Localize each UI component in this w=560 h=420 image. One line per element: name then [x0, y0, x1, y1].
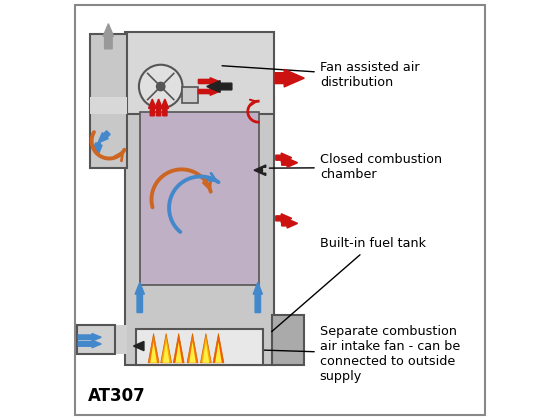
Polygon shape — [213, 333, 224, 363]
Polygon shape — [173, 333, 184, 363]
FancyArrow shape — [133, 341, 144, 351]
FancyArrow shape — [282, 158, 297, 167]
Polygon shape — [161, 333, 171, 363]
FancyArrow shape — [78, 333, 101, 341]
Polygon shape — [187, 333, 198, 363]
Bar — [77, 325, 115, 354]
Bar — [125, 32, 274, 114]
Bar — [181, 87, 198, 103]
Polygon shape — [200, 333, 211, 363]
Text: Separate combustion
air intake fan - can be
connected to outside
supply: Separate combustion air intake fan - can… — [138, 325, 460, 383]
Bar — [90, 34, 127, 168]
Bar — [90, 97, 127, 114]
Polygon shape — [148, 333, 159, 363]
FancyArrow shape — [254, 165, 266, 176]
FancyArrow shape — [275, 69, 304, 87]
Polygon shape — [215, 342, 222, 363]
Bar — [136, 329, 263, 365]
FancyArrow shape — [148, 99, 156, 116]
FancyArrow shape — [161, 99, 169, 116]
Circle shape — [156, 82, 165, 91]
Bar — [273, 315, 304, 365]
Text: AT307: AT307 — [87, 387, 145, 405]
FancyArrow shape — [207, 81, 232, 92]
FancyArrow shape — [282, 219, 297, 228]
Bar — [140, 112, 259, 285]
Text: Closed combustion
chamber: Closed combustion chamber — [269, 153, 442, 181]
FancyArrow shape — [98, 131, 110, 143]
FancyArrow shape — [276, 153, 292, 162]
Text: Built-in fuel tank: Built-in fuel tank — [272, 237, 426, 332]
FancyArrow shape — [198, 88, 220, 95]
FancyArrow shape — [78, 340, 101, 348]
FancyArrow shape — [103, 24, 114, 49]
Text: Fan assisted air
distribution: Fan assisted air distribution — [222, 61, 419, 89]
Polygon shape — [189, 342, 196, 363]
Polygon shape — [163, 342, 170, 363]
Bar — [115, 325, 127, 354]
FancyArrow shape — [198, 78, 220, 85]
FancyArrow shape — [94, 143, 102, 155]
FancyArrow shape — [276, 214, 292, 223]
Polygon shape — [150, 342, 157, 363]
Polygon shape — [203, 342, 209, 363]
Bar — [125, 97, 274, 365]
FancyArrow shape — [155, 99, 162, 116]
FancyArrow shape — [253, 282, 263, 312]
Polygon shape — [175, 342, 182, 363]
FancyArrow shape — [135, 282, 144, 312]
Circle shape — [139, 65, 183, 108]
